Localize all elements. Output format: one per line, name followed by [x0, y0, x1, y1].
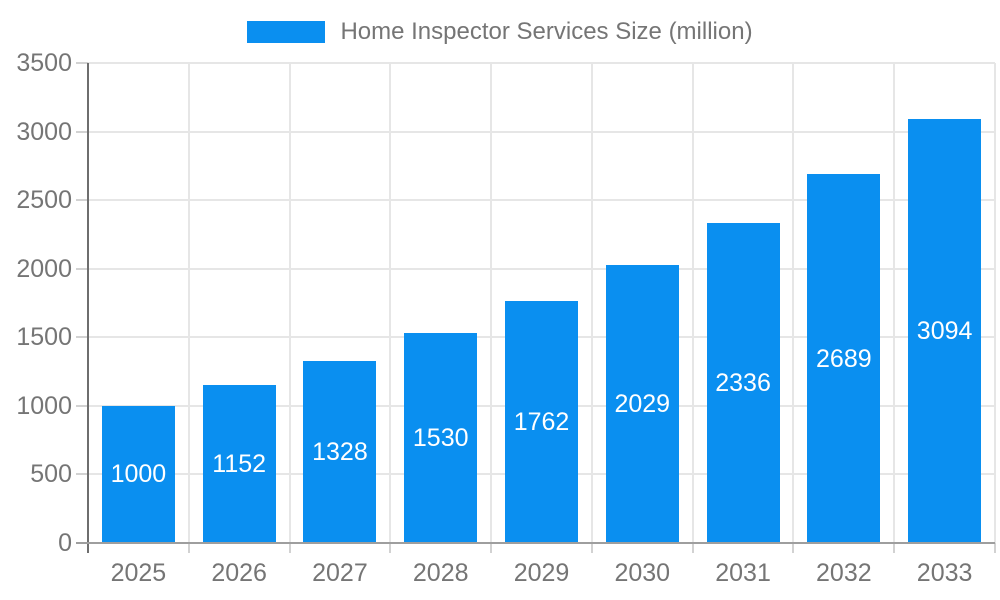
bar[interactable]: [908, 118, 982, 543]
y-tick-label: 0: [58, 529, 72, 557]
x-tick-label: 2029: [513, 559, 570, 587]
x-axis-tick: [893, 543, 896, 553]
gridline-vertical: [691, 63, 694, 543]
bar[interactable]: [303, 360, 377, 543]
legend-swatch: [247, 21, 326, 43]
x-tick-label: 2027: [312, 559, 368, 587]
y-axis-line: [87, 63, 89, 553]
gridline-vertical: [389, 63, 392, 543]
bar[interactable]: [605, 264, 679, 543]
bar-value-label: 3094: [916, 316, 973, 345]
x-tick-label: 2031: [715, 559, 771, 587]
x-axis-tick: [389, 543, 392, 553]
bar[interactable]: [202, 385, 276, 543]
y-axis-tick: [76, 199, 88, 202]
gridline-vertical: [893, 63, 896, 543]
bar-value-label: 1762: [513, 408, 570, 437]
gridline-vertical: [792, 63, 795, 543]
x-axis-tick: [994, 543, 996, 553]
bar[interactable]: [807, 174, 881, 543]
x-axis-tick: [490, 543, 493, 553]
x-tick-label: 2033: [916, 559, 973, 587]
x-axis-tick: [792, 543, 795, 553]
y-tick-label: 1000: [16, 391, 72, 420]
gridline-vertical: [490, 63, 493, 543]
y-tick-label: 3500: [16, 49, 72, 77]
bar-value-label: 2689: [816, 344, 872, 373]
y-axis-tick: [76, 404, 88, 407]
x-tick-label: 2032: [816, 559, 872, 587]
bar[interactable]: [404, 333, 478, 543]
y-axis-tick: [76, 130, 88, 133]
gridline-horizontal: [88, 267, 995, 270]
gridline-horizontal: [88, 62, 995, 64]
x-axis-baseline: [76, 542, 995, 544]
y-tick-label: 3000: [16, 117, 72, 146]
gridline-vertical: [994, 63, 996, 543]
legend-label: Home Inspector Services Size (million): [340, 18, 753, 45]
bar-value-label: 2336: [715, 368, 771, 397]
bar-value-label: 1328: [312, 437, 368, 466]
x-axis-tick: [691, 543, 694, 553]
y-axis-tick: [76, 336, 88, 339]
bar-value-label: 2029: [614, 389, 671, 418]
gridline-vertical: [187, 63, 190, 543]
bar[interactable]: [505, 301, 578, 543]
bar-value-label: 1000: [110, 460, 167, 489]
x-tick-label: 2025: [110, 559, 167, 587]
gridline-vertical: [590, 63, 593, 543]
chart-legend[interactable]: Home Inspector Services Size (million): [0, 18, 1000, 46]
x-axis-tick: [187, 543, 190, 553]
gridline-horizontal: [88, 130, 995, 133]
bar[interactable]: [706, 222, 780, 543]
y-tick-label: 500: [30, 460, 72, 489]
y-tick-label: 2000: [16, 254, 72, 283]
x-axis-tick: [590, 543, 593, 553]
y-axis-tick: [76, 267, 88, 270]
y-tick-label: 2500: [16, 186, 72, 215]
x-axis-tick: [288, 543, 291, 553]
bar-value-label: 1530: [412, 424, 469, 453]
y-axis-tick: [76, 62, 88, 64]
x-tick-label: 2026: [211, 559, 267, 587]
y-axis-tick: [76, 473, 88, 476]
bar[interactable]: [101, 405, 175, 543]
gridline-vertical: [288, 63, 291, 543]
x-tick-label: 2028: [412, 559, 469, 587]
x-tick-label: 2030: [614, 559, 671, 587]
bar-value-label: 1152: [212, 450, 267, 478]
y-tick-label: 1500: [16, 323, 72, 352]
gridline-horizontal: [88, 199, 995, 202]
